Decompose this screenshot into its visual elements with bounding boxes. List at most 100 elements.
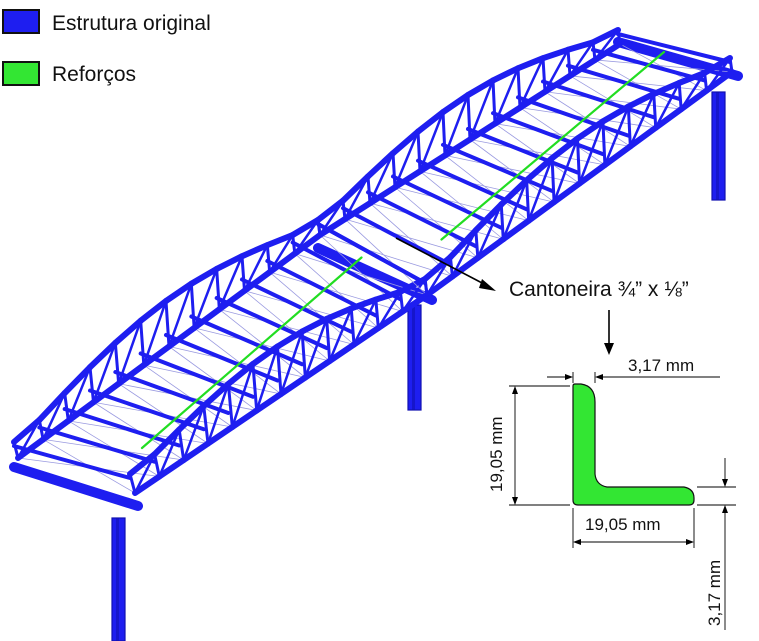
deck-crossbeam xyxy=(37,425,157,464)
truss-diagonal xyxy=(705,56,732,92)
legend-label-reinforcement: Reforços xyxy=(52,63,136,86)
truss-diagonal xyxy=(593,28,620,62)
truss-top-chord xyxy=(365,150,396,180)
deck-crossbeam xyxy=(62,407,182,448)
truss-vertical xyxy=(626,105,632,148)
truss-top-chord xyxy=(188,265,220,287)
truss-vertical xyxy=(576,137,581,185)
truss-top-chord xyxy=(372,288,404,303)
truss-top-chord xyxy=(440,92,471,116)
truss-diagonal xyxy=(255,345,279,412)
deck-bracing xyxy=(519,107,657,129)
truss-vertical xyxy=(525,178,531,223)
truss-top-chord xyxy=(61,364,93,397)
deck-bracing xyxy=(419,170,504,240)
truss-diagonal xyxy=(629,92,655,148)
truss-top-chord xyxy=(498,177,530,208)
truss-diagonal xyxy=(206,382,230,445)
truss-diagonal xyxy=(578,120,605,185)
truss-vertical xyxy=(441,110,447,157)
truss-top-chord xyxy=(422,254,454,282)
truss-top-chord xyxy=(447,227,479,261)
truss-top-chord xyxy=(213,253,245,272)
deck-crossbeam xyxy=(416,158,529,212)
deck-bracing xyxy=(269,271,404,312)
deck-bracing xyxy=(394,186,530,222)
deck-bracing xyxy=(319,234,453,277)
truss-vertical xyxy=(474,228,480,260)
truss-vertical xyxy=(276,345,283,396)
truss-vertical xyxy=(88,365,95,404)
truss-bottom-chord xyxy=(652,106,685,131)
truss-diagonal xyxy=(167,282,193,348)
dim-width-label: 19,05 mm xyxy=(585,515,661,534)
truss-vertical xyxy=(550,156,556,204)
truss-diagonal xyxy=(418,110,445,173)
legend: Estrutura original Reforços xyxy=(2,9,211,86)
dim-thickness-top: 3,17 mm xyxy=(547,356,720,383)
truss-vertical xyxy=(341,199,347,221)
truss-top-chord xyxy=(565,39,596,53)
truss-vertical xyxy=(226,382,234,429)
truss-vertical xyxy=(391,151,397,189)
truss-bottom-chord xyxy=(367,184,398,207)
deck-bracing xyxy=(294,253,379,329)
truss-top-chord xyxy=(299,315,330,335)
truss-bottom-chord xyxy=(492,104,523,127)
deck-bracing xyxy=(494,123,631,147)
truss-bottom-chord xyxy=(326,341,357,364)
truss-diagonal xyxy=(16,418,41,460)
truss-bottom-chord xyxy=(253,391,284,414)
callout-arrowhead xyxy=(479,279,496,291)
truss-diagonal xyxy=(231,362,255,429)
deck-crossbeam xyxy=(541,79,656,120)
support-column-flange-1 xyxy=(116,518,119,641)
reinforcement-angle xyxy=(440,50,666,241)
truss-bottom-chord xyxy=(375,308,406,331)
truss-top-chord xyxy=(625,90,657,110)
truss-diagonal xyxy=(425,255,452,297)
truss-top-chord xyxy=(87,339,119,371)
deck-bracing xyxy=(419,170,555,203)
truss-top-chord xyxy=(490,65,521,84)
truss-top-chord xyxy=(163,280,195,304)
truss-top-chord xyxy=(523,155,556,184)
truss-diagonal xyxy=(552,137,579,204)
truss-bottom-chord xyxy=(317,216,348,238)
truss-vertical xyxy=(325,317,332,363)
legend-item-reinforcement: Reforços xyxy=(2,61,136,86)
truss-vertical xyxy=(566,48,572,78)
truss-bottom-chord xyxy=(266,250,298,276)
truss-vertical xyxy=(153,452,161,478)
deck-crossbeam xyxy=(164,333,280,383)
truss-diagonal xyxy=(293,218,320,255)
reinforcement-angle xyxy=(140,256,363,450)
support-crossbeam-2 xyxy=(313,243,437,305)
truss-diagonal xyxy=(493,67,520,125)
truss-vertical xyxy=(541,56,547,94)
truss-bottom-chord xyxy=(392,168,423,191)
truss-bottom-chord xyxy=(191,306,223,331)
truss-vertical xyxy=(300,330,307,379)
deck-crossbeam xyxy=(113,370,231,415)
truss-diagonal xyxy=(527,156,554,222)
truss-bottom-chord xyxy=(542,72,573,95)
truss-diagonal xyxy=(443,93,470,157)
truss-top-chord xyxy=(112,317,144,346)
truss-diagonal xyxy=(243,243,269,292)
dim-height: 19,05 mm xyxy=(487,385,570,506)
truss-bottom-chord xyxy=(576,161,608,187)
truss-vertical xyxy=(728,56,734,74)
truss-top-chord xyxy=(176,402,207,433)
truss-top-chord xyxy=(540,46,571,62)
deck-crossbeam xyxy=(466,127,580,175)
truss-vertical xyxy=(652,92,658,130)
deck-crossbeam xyxy=(240,277,354,334)
deck-crossbeam xyxy=(341,206,453,267)
callout-leader xyxy=(395,237,485,285)
truss-top-chord xyxy=(264,232,296,249)
truss-bottom-chord xyxy=(241,269,273,294)
deck-crossbeam xyxy=(138,351,255,399)
deck-crossbeam xyxy=(441,142,555,193)
truss-vertical xyxy=(423,277,429,297)
